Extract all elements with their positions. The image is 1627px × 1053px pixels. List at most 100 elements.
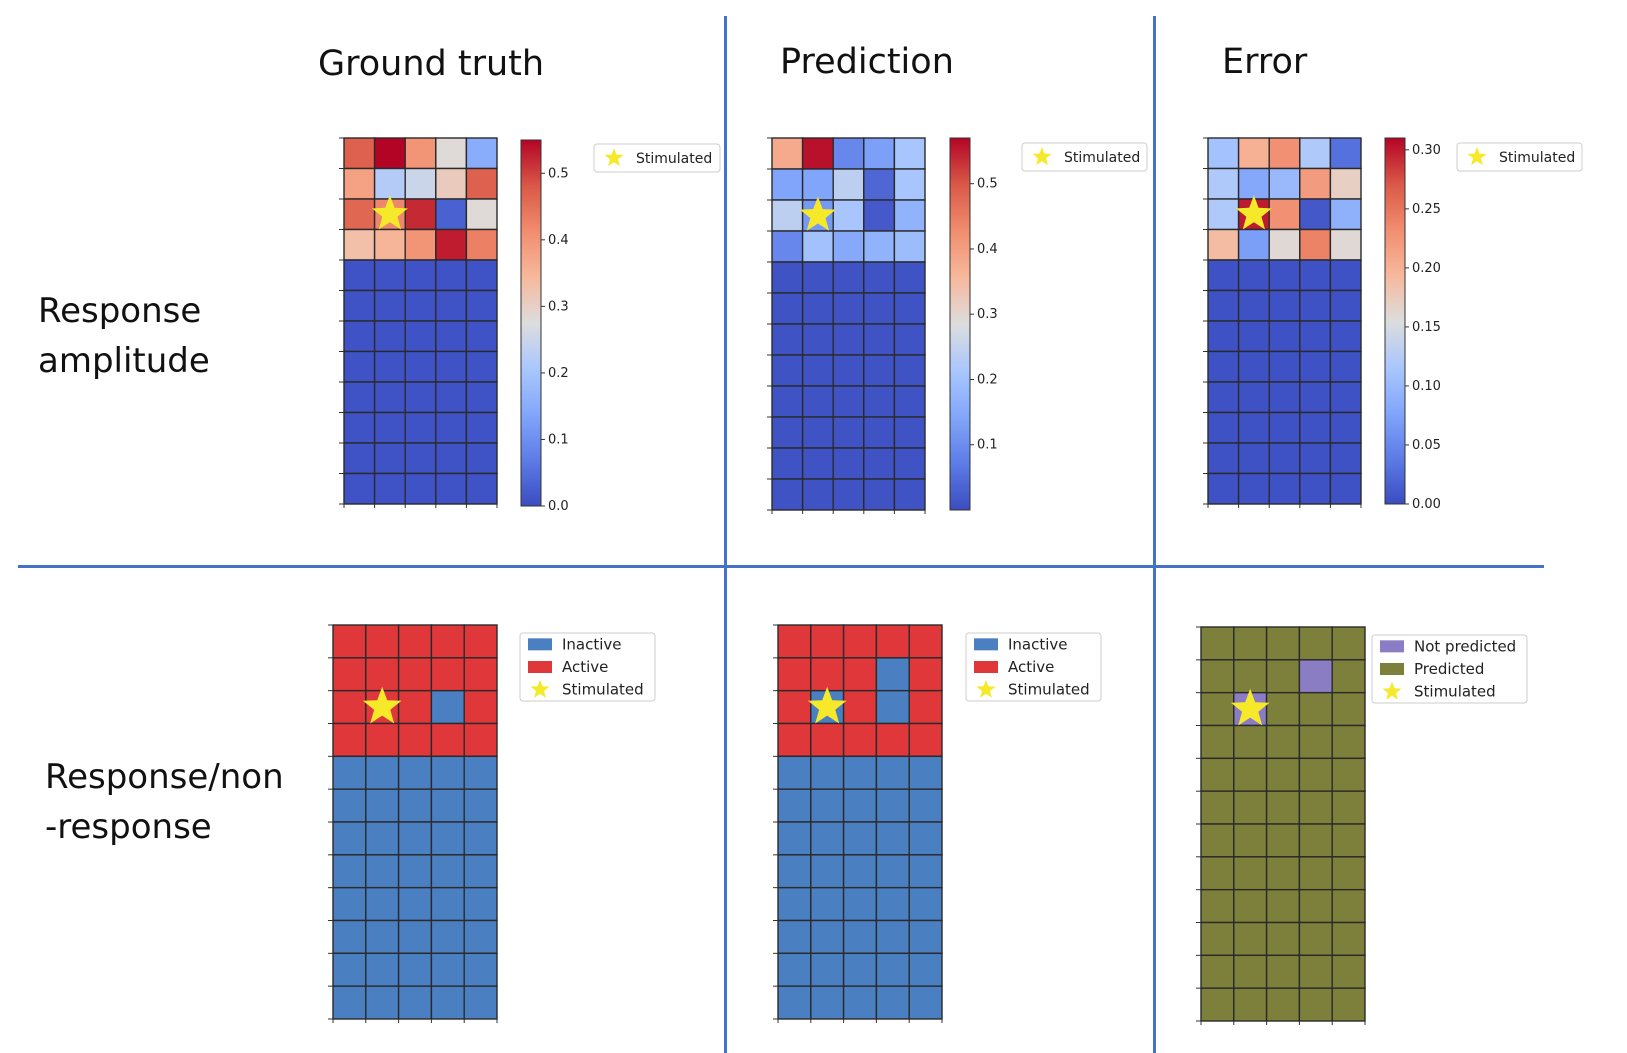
err-amp-colorbar-label-5: 0.25	[1412, 202, 1441, 217]
gt-amp-cell-r4-c0	[343, 259, 376, 292]
err-amp-cell-r9-c4	[1329, 411, 1362, 444]
pred-amp-cell-r6-c0	[771, 323, 804, 356]
pred-amp-cell-r7-c3	[863, 354, 896, 387]
err-bin-cell-r2-c3	[1298, 691, 1333, 727]
err-amp-cell-r6-c0	[1207, 320, 1240, 353]
err-amp-cell-r7-c4	[1329, 350, 1362, 383]
gt-amp-cell-r10-c3	[435, 442, 468, 475]
pred-bin-cell-r4-c3	[875, 755, 910, 790]
gt-bin-cell-r7-c4	[463, 854, 498, 889]
pred-bin-cell-r10-c1	[810, 952, 845, 987]
err-bin-cell-r3-c4	[1331, 724, 1366, 760]
err-amp-cell-r11-c4	[1329, 472, 1362, 505]
pred-bin-cell-r6-c2	[842, 821, 878, 856]
err-bin-cell-r5-c3	[1298, 790, 1333, 825]
err-amp-cell-r3-c3	[1299, 228, 1332, 261]
pred-bin-cell-r0-c1	[810, 624, 845, 659]
err-bin-cell-r1-c0	[1200, 659, 1235, 694]
pred-bin-cell-r3-c4	[908, 722, 943, 758]
gt-amp-cell-r0-c1	[373, 137, 406, 170]
pred-amp-stimulated-star	[799, 196, 836, 231]
pred-amp-cell-r2-c4	[893, 199, 926, 232]
gt-bin-cell-r0-c0	[332, 624, 367, 659]
gt-amp-cell-r9-c2	[404, 411, 437, 444]
err-amp-colorbar-label-0: 0.00	[1412, 497, 1441, 512]
err-bin-legend-marker-0	[1380, 640, 1404, 653]
err-bin-cell-r7-c0	[1200, 856, 1235, 891]
row-label-amplitude: Response amplitude	[38, 286, 210, 386]
gt-amp-cell-r9-c1	[373, 411, 406, 444]
divider-vertical-1	[724, 16, 727, 1053]
gt-amp-cell-r9-c0	[343, 411, 376, 444]
gt-amp-cell-r8-c0	[343, 381, 376, 414]
err-amp-legend-marker-0	[1467, 147, 1487, 166]
pred-bin-cell-r11-c3	[875, 985, 910, 1020]
err-amp-cell-r2-c3	[1299, 198, 1332, 231]
gt-amp-cell-r0-c4	[465, 137, 498, 170]
gt-amp-cell-r11-c0	[343, 472, 376, 505]
gt-bin-stimulated-star	[362, 686, 402, 724]
gt-amp-cell-r4-c4	[465, 259, 498, 292]
pred-amp-cell-r11-c4	[893, 478, 926, 511]
pred-bin-cell-r6-c0	[777, 821, 812, 856]
gt-amp-cell-r1-c2	[404, 167, 437, 200]
err-amp-cell-r10-c4	[1329, 442, 1362, 475]
err-bin-cell-r5-c1	[1233, 790, 1268, 825]
err-amp-cell-r4-c4	[1329, 259, 1362, 292]
pred-bin-cell-r1-c3	[875, 657, 910, 692]
gt-amp-cell-r11-c4	[465, 472, 498, 505]
err-amp-stimulated-star	[1235, 195, 1272, 230]
err-bin-cell-r7-c1	[1233, 856, 1268, 891]
err-amp-cell-r1-c3	[1299, 167, 1332, 200]
gt-amp-cell-r1-c1	[373, 167, 406, 200]
gt-bin-legend-box	[519, 632, 656, 702]
pred-bin-cell-r5-c3	[875, 788, 910, 823]
pred-amp-legend-marker-0	[1032, 147, 1052, 166]
pred-amp-cell-r10-c0	[771, 447, 804, 480]
pred-amp-cell-r3-c0	[771, 230, 804, 263]
divider-vertical-2	[1153, 16, 1156, 1053]
gt-bin-cell-r1-c3	[430, 657, 465, 692]
gt-bin-cell-r0-c2	[397, 624, 433, 659]
gt-amp-colorbar	[520, 139, 542, 507]
pred-bin-cell-r3-c1	[810, 722, 845, 758]
err-bin-cell-r1-c2	[1265, 659, 1301, 694]
pred-amp-colorbar	[949, 137, 971, 511]
gt-amp-cell-r5-c3	[435, 289, 468, 322]
pred-amp-cell-r3-c2	[832, 230, 865, 263]
err-bin-cell-r3-c0	[1200, 724, 1235, 760]
heatmap-pred-amp: 0.1 0.2 0.3 0.4 0.5 Stimulated	[767, 137, 1148, 514]
pred-amp-cell-r9-c4	[893, 416, 926, 449]
gt-amp-cell-r6-c0	[343, 320, 376, 353]
gt-amp-legend-label-0: Stimulated	[636, 151, 712, 167]
gt-bin-legend-label-0: Inactive	[562, 635, 622, 653]
heatmap-err-bin: Not predicted Predicted Stimulated	[1196, 626, 1528, 1025]
err-amp-cell-r3-c1	[1237, 228, 1270, 261]
pred-amp-cell-r10-c4	[893, 447, 926, 480]
err-amp-cell-r11-c2	[1268, 472, 1301, 505]
pred-bin-cell-r2-c0	[777, 689, 812, 725]
gt-amp-cell-r10-c4	[465, 442, 498, 475]
err-amp-cell-r5-c3	[1299, 289, 1332, 322]
err-amp-cell-r3-c0	[1207, 228, 1240, 261]
err-bin-cell-r4-c0	[1200, 757, 1235, 792]
gt-amp-cell-r5-c1	[373, 289, 406, 322]
pred-bin-cell-r8-c3	[875, 886, 910, 922]
pred-bin-cell-r0-c0	[777, 624, 812, 659]
pred-bin-cell-r6-c4	[908, 821, 943, 856]
gt-amp-cell-r8-c1	[373, 381, 406, 414]
gt-amp-cell-r11-c3	[435, 472, 468, 505]
pred-amp-cell-r2-c2	[832, 199, 865, 232]
gt-bin-legend-label-1: Active	[562, 658, 608, 676]
gt-amp-cell-r3-c2	[404, 228, 437, 261]
err-bin-cell-r8-c4	[1331, 888, 1366, 924]
pred-bin-cell-r8-c0	[777, 886, 812, 922]
pred-amp-cell-r3-c1	[801, 230, 834, 263]
gt-bin-cell-r0-c1	[365, 624, 400, 659]
gt-amp-cell-r4-c3	[435, 259, 468, 292]
gt-bin-cell-r5-c0	[332, 788, 367, 823]
gt-bin-cell-r9-c2	[397, 919, 433, 955]
gt-amp-cell-r7-c1	[373, 350, 406, 383]
pred-bin-legend-box	[965, 632, 1102, 702]
gt-amp-cell-r11-c2	[404, 472, 437, 505]
